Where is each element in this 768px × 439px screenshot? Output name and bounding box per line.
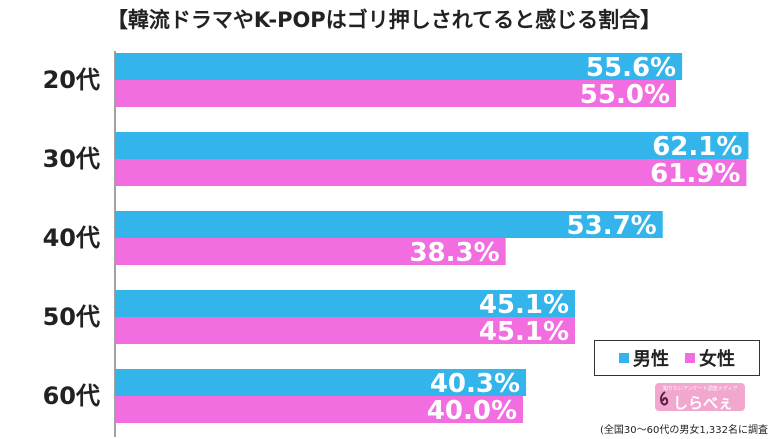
bar-female bbox=[115, 80, 676, 107]
bar-female bbox=[115, 317, 576, 344]
bar-male bbox=[115, 369, 527, 396]
data-label-male: 45.1% bbox=[479, 290, 569, 320]
data-label-female: 55.0% bbox=[580, 80, 670, 110]
legend-item-female: 女性 bbox=[685, 345, 735, 371]
shirabee-logo: 知りたいアンケート調査メディア しらべぇ bbox=[655, 383, 745, 412]
data-label-male: 55.6% bbox=[586, 53, 676, 83]
data-label-female: 45.1% bbox=[479, 317, 569, 347]
category-label: 50代 bbox=[43, 303, 100, 331]
data-label-female: 40.0% bbox=[427, 396, 517, 426]
bar-female bbox=[115, 159, 747, 186]
legend: 男性 女性 bbox=[594, 340, 760, 376]
bar-male bbox=[115, 290, 576, 317]
legend-item-male: 男性 bbox=[619, 345, 669, 371]
bar-male bbox=[115, 211, 663, 238]
legend-swatch-male bbox=[619, 353, 629, 363]
chart-title: 【韓流ドラマやK-POPはゴリ押しされてると感じる割合】 bbox=[106, 8, 662, 32]
data-label-female: 38.3% bbox=[409, 238, 499, 268]
data-label-male: 53.7% bbox=[567, 211, 657, 241]
bar-female bbox=[115, 238, 506, 265]
survey-note: (全国30〜60代の男女1,332名に調査) bbox=[600, 425, 768, 436]
legend-label-male: 男性 bbox=[633, 349, 669, 370]
legend-swatch-female bbox=[685, 353, 695, 363]
logo-mark-icon bbox=[660, 391, 669, 406]
logo-tagline: 知りたいアンケート調査メディア bbox=[663, 386, 738, 392]
bar-female bbox=[115, 396, 523, 423]
category-label: 30代 bbox=[43, 145, 100, 173]
category-label: 60代 bbox=[43, 382, 100, 410]
bar-male bbox=[115, 53, 683, 80]
category-label: 20代 bbox=[43, 66, 100, 94]
data-label-female: 61.9% bbox=[650, 159, 740, 189]
legend-label-female: 女性 bbox=[699, 349, 735, 370]
category-label: 40代 bbox=[43, 224, 100, 252]
data-label-male: 40.3% bbox=[430, 369, 520, 399]
data-label-male: 62.1% bbox=[652, 132, 742, 162]
logo-text: しらべぇ bbox=[673, 394, 734, 412]
bar-male bbox=[115, 132, 749, 159]
